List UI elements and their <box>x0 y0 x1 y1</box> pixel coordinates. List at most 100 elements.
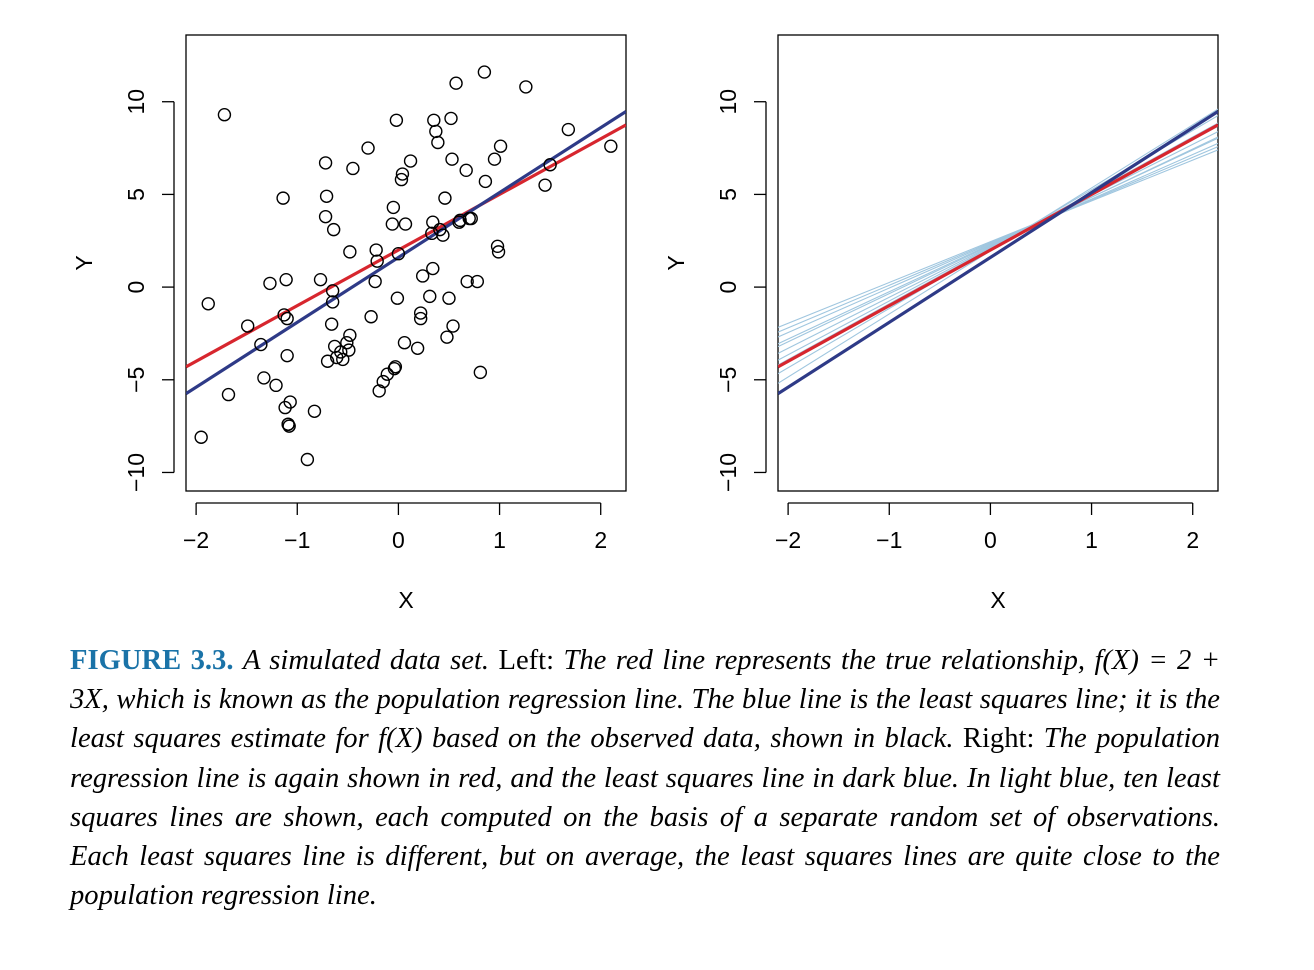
y-tick-label: −10 <box>715 453 741 492</box>
data-point <box>473 365 488 380</box>
data-point <box>340 336 354 350</box>
data-point <box>194 430 208 444</box>
data-point <box>449 76 463 90</box>
data-point <box>257 371 271 385</box>
caption-part-2: Left: <box>498 645 555 676</box>
data-point <box>431 135 445 150</box>
caption-part-3: The red line represents the true relatio… <box>70 645 1221 755</box>
data-point <box>395 167 410 181</box>
data-point <box>459 163 473 178</box>
data-point <box>413 306 428 320</box>
y-tick-label: −10 <box>123 453 149 492</box>
plot-frame <box>777 34 1219 492</box>
data-point <box>386 200 401 215</box>
caption-part-5: The population regression line is again … <box>70 723 1220 912</box>
sample-least-squares-line <box>778 131 1218 354</box>
data-point <box>426 215 440 229</box>
data-point <box>369 243 383 257</box>
data-point <box>493 139 508 153</box>
data-point <box>385 217 400 231</box>
data-point <box>491 245 506 259</box>
data-point <box>519 80 533 94</box>
data-point <box>403 154 418 168</box>
sample-least-squares-line <box>778 142 1218 338</box>
data-point <box>446 319 460 333</box>
sample-least-squares-line <box>778 137 1218 345</box>
sample-least-squares-line <box>778 149 1218 328</box>
caption-part-1: A simulated data set. <box>242 645 490 676</box>
data-point <box>217 108 232 122</box>
data-point <box>320 354 335 368</box>
y-tick-label: 0 <box>715 281 741 294</box>
data-point <box>276 191 290 205</box>
data-point <box>460 274 474 289</box>
data-point <box>426 261 440 276</box>
data-point <box>390 291 405 305</box>
data-point <box>277 308 291 322</box>
data-point <box>343 328 357 342</box>
x-tick-label: 0 <box>392 527 405 553</box>
data-point <box>342 343 356 357</box>
data-point <box>326 222 341 237</box>
data-point <box>442 291 456 305</box>
x-tick-label: 1 <box>1085 527 1098 553</box>
data-point <box>427 113 441 127</box>
data-point <box>397 336 412 350</box>
y-tick-label: 5 <box>715 188 741 201</box>
data-point <box>604 139 618 153</box>
y-tick-label: 0 <box>123 281 149 294</box>
data-point <box>413 311 428 326</box>
data-point <box>325 284 340 298</box>
data-point <box>343 245 357 259</box>
x-tick-label: 2 <box>594 527 607 553</box>
caption-part-4: Right: <box>962 723 1035 755</box>
data-point <box>490 239 505 254</box>
data-point <box>336 352 350 367</box>
data-point <box>334 345 348 359</box>
data-point <box>440 330 454 344</box>
data-point <box>364 310 378 324</box>
data-point <box>318 209 333 224</box>
data-point <box>388 360 403 374</box>
data-point <box>280 348 294 363</box>
data-point <box>254 337 268 352</box>
data-point <box>561 122 576 137</box>
data-point <box>325 295 340 309</box>
figure-caption: FIGURE 3.3. A simulated data set. Left: … <box>70 641 1220 915</box>
sample-least-squares-line <box>778 146 1218 333</box>
data-point <box>201 297 215 311</box>
data-point <box>391 247 406 261</box>
data-point <box>436 228 450 242</box>
data-point <box>538 178 552 192</box>
x-axis-label: X <box>398 587 413 613</box>
data-point <box>394 172 409 187</box>
data-point <box>429 124 443 139</box>
sample-least-squares-line <box>778 122 1218 366</box>
data-point <box>415 269 430 283</box>
data-point <box>263 276 277 291</box>
data-point <box>487 152 502 166</box>
data-point <box>543 158 557 172</box>
data-point <box>376 374 390 389</box>
data-point <box>318 156 333 170</box>
data-point <box>346 161 360 176</box>
data-point <box>478 174 493 189</box>
x-tick-label: 0 <box>984 527 997 553</box>
data-point <box>477 65 492 79</box>
data-point <box>438 191 452 205</box>
data-point <box>370 254 384 268</box>
data-point <box>319 189 334 203</box>
data-point <box>269 378 283 393</box>
plot-area <box>778 108 1218 396</box>
y-tick-label: −5 <box>123 367 149 393</box>
x-tick-label: −1 <box>876 527 902 553</box>
data-point <box>283 395 297 409</box>
population-regression-line <box>778 123 1218 369</box>
plot-frame <box>185 34 627 492</box>
x-tick-label: −2 <box>183 527 209 553</box>
least-squares-line <box>186 110 626 396</box>
data-point <box>313 272 328 287</box>
x-tick-label: −1 <box>284 527 310 553</box>
